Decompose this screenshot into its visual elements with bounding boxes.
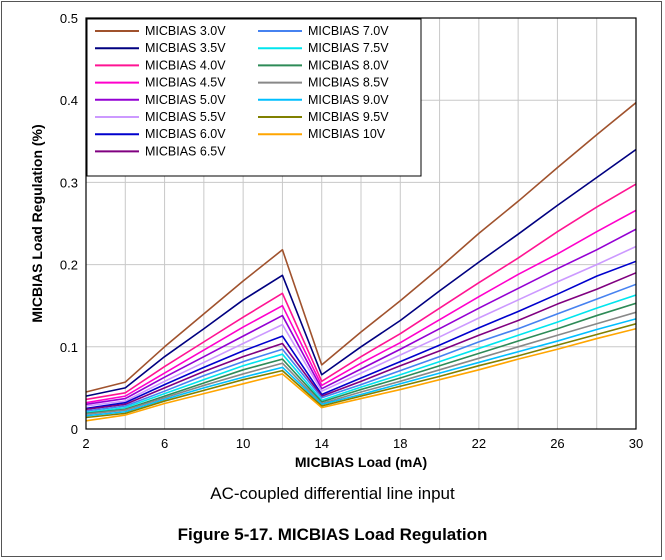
plot-area-border (85, 17, 637, 430)
series-line-micbias-5-0v (85, 228, 637, 406)
figure-title: Figure 5-17. MICBIAS Load Regulation (177, 525, 488, 544)
x-tick-label: 30 (629, 436, 643, 451)
x-tick-label: 22 (472, 436, 486, 451)
legend-entry: MICBIAS 7.0V (308, 24, 389, 38)
series-line-micbias-8-5v (85, 311, 637, 415)
y-tick-label: 0.2 (60, 258, 78, 273)
x-tick-label: 2 (82, 436, 89, 451)
series-line-micbias-4-5v (85, 209, 637, 404)
series-line-micbias-9-5v (85, 323, 637, 419)
y-tick-label: 0 (71, 422, 78, 437)
legend-entry: MICBIAS 5.5V (145, 110, 226, 124)
series-line-micbias-3-5v (85, 148, 637, 397)
y-tick-label: 0.3 (60, 175, 78, 190)
legend-entry: MICBIAS 7.5V (308, 41, 389, 55)
legend-entry: MICBIAS 8.5V (308, 76, 389, 90)
series-line-micbias-8-0v (85, 302, 637, 415)
legend-entry: MICBIAS 4.5V (145, 76, 226, 90)
legend-entry: MICBIAS 5.0V (145, 93, 226, 107)
series-line-micbias-6-0v (85, 260, 637, 410)
legend-entry: MICBIAS 6.5V (145, 144, 226, 158)
series-line-micbias-9-0v (85, 318, 637, 417)
x-tick-label: 26 (550, 436, 564, 451)
series-lines (85, 102, 637, 422)
series-line-micbias-7-5v (85, 294, 637, 414)
x-tick-label: 18 (393, 436, 407, 451)
legend-entry: MICBIAS 6.0V (145, 127, 226, 141)
legend-box (86, 18, 422, 177)
legend-entry: MICBIAS 9.5V (308, 110, 389, 124)
legend-entry: MICBIAS 4.0V (145, 58, 226, 72)
y-tick-label: 0.5 (60, 11, 78, 26)
chart-caption: AC-coupled differential line input (210, 484, 455, 503)
legend-entry: MICBIAS 9.0V (308, 93, 389, 107)
legend-entry: MICBIAS 10V (308, 127, 386, 141)
legend-entry: MICBIAS 3.5V (145, 41, 226, 55)
y-tick-label: 0.1 (60, 340, 78, 355)
series-line-micbias-4-0v (85, 183, 637, 401)
legend-entry: MICBIAS 8.0V (308, 58, 389, 72)
legend-entry: MICBIAS 3.0V (145, 24, 226, 38)
y-tick-label: 0.4 (60, 93, 78, 108)
series-line-micbias-7-0v (85, 283, 637, 412)
x-tick-label: 14 (314, 436, 328, 451)
series-line-micbias-6-5v (85, 272, 637, 411)
x-axis-title: MICBIAS Load (mA) (295, 454, 427, 470)
y-axis-title: MICBIAS Load Regulation (%) (29, 124, 45, 322)
series-line-micbias-10v (85, 327, 637, 422)
x-tick-label: 10 (236, 436, 250, 451)
x-tick-label: 6 (161, 436, 168, 451)
series-line-micbias-5-5v (85, 245, 637, 407)
legend: MICBIAS 3.0V MICBIAS 3.5V MICBIAS 4.0V MICB… (86, 18, 422, 177)
series-line-micbias-3-0v (85, 102, 637, 393)
